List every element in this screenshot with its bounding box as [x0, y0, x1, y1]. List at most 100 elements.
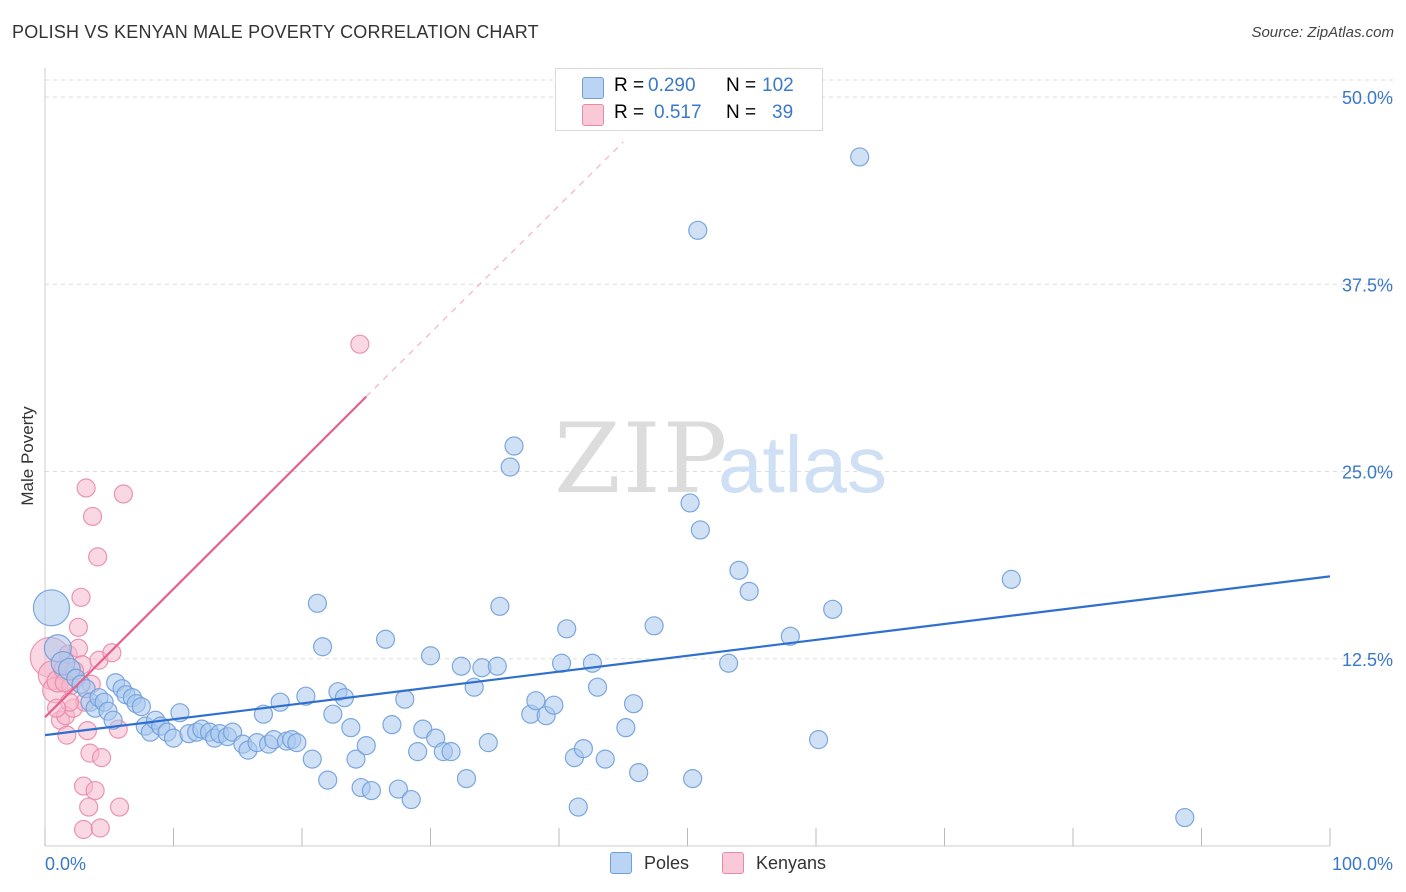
poles-swatch [610, 852, 632, 874]
poles-point-73 [487, 656, 507, 676]
x-tick-label-1: 100.0% [1332, 854, 1393, 874]
poles-point-40 [270, 692, 290, 712]
axes [44, 68, 1331, 847]
poles-point-74 [490, 596, 510, 616]
kenyans-point-12 [68, 617, 89, 637]
poles-point-18 [131, 697, 151, 717]
poles-point-49 [323, 704, 343, 724]
correlation-legend: R = 0.290 N = 102 R = 0.517 N = 39 [555, 68, 823, 131]
series-legend-poles[interactable]: Poles [610, 852, 689, 874]
kenyans-swatch [722, 852, 744, 874]
kenyans-point-20 [73, 819, 94, 840]
poles-point-86 [582, 653, 603, 673]
kenyans-point-37 [46, 698, 67, 718]
poles-point-76 [504, 436, 524, 456]
kenyans-point-29 [102, 643, 122, 663]
poles-point-91 [629, 762, 649, 783]
source-credit: Source: ZipAtlas.com [1251, 24, 1394, 41]
kenyans-point-34 [90, 818, 110, 838]
poles-point-67 [441, 742, 461, 762]
chart-title: POLISH VS KENYAN MALE POVERTY CORRELATIO… [12, 22, 539, 42]
poles-point-104 [1001, 569, 1021, 589]
poles-point-102 [823, 599, 843, 619]
poles-point-57 [375, 629, 396, 649]
poles-point-87 [587, 677, 608, 697]
poles-r-value: 0.290 [648, 75, 696, 96]
poles-point-68 [451, 656, 471, 676]
poles-point-92 [644, 616, 664, 636]
poles-point-96 [690, 520, 710, 540]
watermark: ZIP atlas [554, 403, 887, 515]
poles-point-80 [544, 695, 564, 715]
kenyans-point-13 [71, 587, 91, 607]
series-legend-kenyans[interactable]: Kenyans [722, 852, 826, 874]
poles-point-94 [683, 768, 703, 789]
poles-n-label: N = [726, 75, 757, 96]
kenyans-point-24 [82, 506, 103, 527]
poles-point-59 [388, 779, 408, 799]
poles-point-55 [356, 736, 376, 756]
kenyans-n-label: N = [726, 102, 757, 123]
kenyans-point-22 [79, 797, 99, 817]
x-tick-label-0: 0.0% [45, 854, 86, 874]
y-tick-label-1: 25.0% [1342, 463, 1393, 483]
kenyans-trend-line [44, 395, 368, 718]
poles-point-44 [296, 686, 316, 706]
poles-legend-swatch [582, 77, 604, 99]
poles-n-value: 102 [762, 75, 794, 96]
kenyans-point-31 [109, 797, 130, 817]
trend-lines [44, 141, 1331, 737]
poles-point-64 [420, 646, 441, 666]
poles-point-103 [850, 147, 870, 167]
poles-point-75 [500, 457, 520, 477]
kenyans-point-21 [76, 478, 96, 498]
poles-point-90 [623, 694, 644, 714]
kenyans-n-value: 39 [772, 102, 794, 123]
watermark-zip: ZIP [554, 403, 729, 515]
kenyans-r-label: R = [614, 102, 645, 123]
poles-point-72 [478, 733, 498, 753]
watermark-atlas: atlas [718, 420, 887, 509]
poles-point-105 [1175, 807, 1195, 828]
poles-point-58 [382, 715, 402, 735]
kenyans-trend-extension [365, 141, 624, 398]
y-tick-label-0: 12.5% [1342, 650, 1393, 670]
poles-points [32, 147, 1195, 828]
y-tick-label-2: 37.5% [1342, 275, 1393, 295]
kenyans-point-32 [113, 484, 133, 504]
poles-point-48 [318, 770, 338, 790]
poles-point-95 [688, 220, 708, 240]
poles-point-89 [616, 718, 636, 738]
poles-point-52 [341, 718, 361, 738]
poles-r-label: R = [614, 75, 645, 96]
poles-point-101 [808, 730, 829, 750]
poles-legend-label: Poles [644, 852, 690, 873]
poles-point-98 [729, 560, 749, 580]
tick-labels: 12.5% 25.0% 37.5% 50.0% 0.0% 100.0% [45, 88, 1393, 874]
kenyans-point-28 [91, 748, 112, 768]
poles-point-85 [573, 739, 594, 759]
poles-point-43 [287, 733, 307, 753]
poles-point-47 [312, 637, 333, 657]
kenyans-point-14 [68, 638, 89, 658]
poles-point-78 [526, 691, 546, 711]
poles-point-0 [32, 589, 71, 627]
poles-point-12 [103, 710, 123, 730]
kenyans-r-value: 0.517 [654, 102, 702, 123]
kenyans-legend-swatch [582, 104, 604, 126]
poles-point-97 [719, 653, 739, 673]
poles-point-93 [680, 493, 700, 513]
poles-point-82 [557, 619, 577, 639]
poles-trend-line [44, 575, 1331, 737]
poles-point-45 [302, 749, 322, 769]
y-tick-label-3: 50.0% [1342, 88, 1393, 108]
poles-point-69 [456, 768, 477, 789]
poles-point-46 [307, 593, 328, 613]
kenyans-point-25 [85, 780, 105, 801]
poles-point-100 [780, 626, 800, 646]
poles-point-61 [401, 789, 421, 810]
poles-point-84 [568, 797, 588, 817]
kenyans-point-26 [88, 547, 108, 567]
poles-point-62 [408, 742, 428, 762]
kenyans-legend-label: Kenyans [756, 852, 827, 873]
